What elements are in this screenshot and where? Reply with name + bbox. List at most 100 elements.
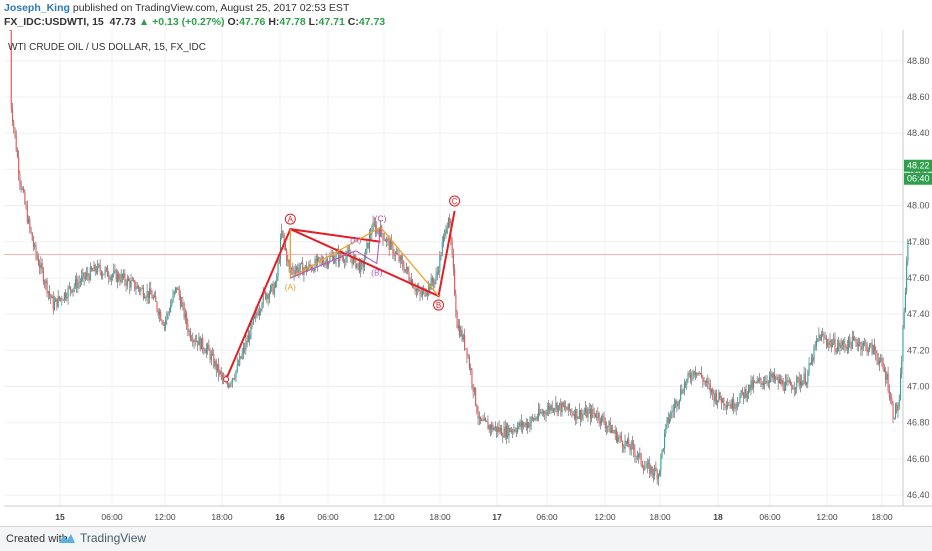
candle-body	[824, 338, 826, 339]
candle-body	[387, 238, 389, 240]
candle-body	[28, 218, 30, 223]
candle-body	[809, 363, 811, 365]
price-tag-label: 48.22	[907, 161, 930, 171]
candle-body	[757, 379, 760, 381]
candle-body	[899, 374, 902, 400]
candle-body	[530, 417, 532, 423]
candle-body	[671, 411, 673, 413]
candle-body	[766, 380, 768, 383]
candle-body	[702, 377, 704, 382]
tradingview-brand[interactable]: TradingView	[58, 531, 146, 545]
candle-body	[623, 446, 625, 449]
candle-body	[892, 403, 894, 419]
candle-body	[808, 363, 810, 372]
candle-body	[631, 442, 634, 445]
candle-body	[778, 378, 781, 384]
candle-body	[456, 311, 458, 329]
candle-body	[861, 346, 863, 350]
candle-body	[104, 269, 106, 274]
candle-body	[514, 429, 516, 432]
candle-body	[655, 467, 657, 471]
candle-body	[228, 384, 230, 387]
candle-body	[788, 381, 790, 383]
open-value: 47.76	[239, 16, 266, 28]
candle-body	[250, 324, 252, 340]
candle-body	[849, 337, 851, 343]
candle-body	[123, 273, 125, 278]
candle-body	[836, 346, 839, 352]
candle-body	[482, 419, 484, 421]
candle-body	[109, 278, 111, 280]
candle-body	[487, 421, 489, 430]
candle-body	[883, 368, 885, 373]
candle-body	[709, 384, 711, 393]
candle-body	[30, 227, 32, 233]
candle-body	[692, 371, 694, 380]
candle-body	[182, 302, 184, 304]
candle-body	[681, 389, 683, 394]
x-tick-label: 18:00	[649, 512, 671, 522]
candle-body	[827, 342, 829, 346]
candle-body	[573, 414, 575, 419]
candle-body	[355, 255, 357, 269]
candle-body	[785, 381, 787, 391]
candle-body	[907, 241, 909, 262]
candle-body	[492, 424, 494, 431]
candle-body	[29, 218, 31, 228]
candle-body	[565, 406, 567, 410]
candle-body	[830, 340, 832, 347]
candle-body	[45, 280, 47, 284]
candle-body	[160, 311, 162, 321]
wave-minor-line	[290, 227, 382, 279]
candle-body	[83, 272, 85, 279]
candle-body	[794, 387, 797, 390]
candle-body	[812, 357, 814, 362]
candle-body	[718, 392, 720, 401]
candle-body	[304, 265, 306, 270]
candle-body	[74, 279, 77, 286]
candle-body	[244, 347, 246, 350]
candle-body	[219, 371, 221, 375]
candle-body	[544, 411, 546, 414]
candle-body	[508, 428, 510, 437]
candle-body	[270, 285, 272, 294]
candle-body	[762, 383, 764, 386]
candle-body	[643, 466, 645, 470]
candle-body	[636, 456, 638, 457]
candle-body	[825, 338, 827, 343]
candle-body	[19, 173, 21, 184]
candle-body	[89, 267, 91, 281]
candle-body	[20, 183, 22, 189]
candle-body	[652, 473, 655, 476]
x-tick-label: 12:00	[154, 512, 176, 522]
author-link[interactable]: Joseph_King	[4, 2, 70, 14]
wave-label-C-circle	[449, 195, 461, 207]
candle-body	[266, 294, 268, 300]
candle-body	[183, 303, 185, 318]
candle-body	[53, 301, 56, 310]
candle-body	[807, 371, 809, 383]
candle-body	[212, 354, 214, 355]
candle-body	[25, 203, 27, 208]
price-chart[interactable]: 46.40 46.60 46.80 47.00 47.20 47.40 47.60 47.80…	[0, 30, 932, 526]
candle-body	[276, 276, 278, 282]
candle-body	[646, 463, 648, 468]
candle-body	[587, 411, 589, 418]
candle-body	[870, 343, 872, 345]
candle-body	[864, 342, 866, 344]
candle-body	[465, 347, 467, 349]
candle-body	[545, 413, 547, 415]
candle-body	[396, 252, 398, 255]
candle-body	[339, 252, 341, 262]
tradingview-logo-icon	[59, 534, 75, 543]
candle-body	[162, 322, 164, 326]
candle-body	[9, 30, 11, 31]
candle-body	[710, 388, 713, 393]
candle-body	[887, 373, 889, 392]
candle-body	[843, 341, 845, 344]
candle-body	[176, 287, 178, 290]
wave-main-extra-line	[290, 228, 381, 243]
candle-body	[72, 288, 74, 293]
candle-body	[802, 380, 804, 386]
chart-svg[interactable]: 46.40 46.60 46.80 47.00 47.20 47.40 47.60 47.80…	[0, 30, 932, 526]
